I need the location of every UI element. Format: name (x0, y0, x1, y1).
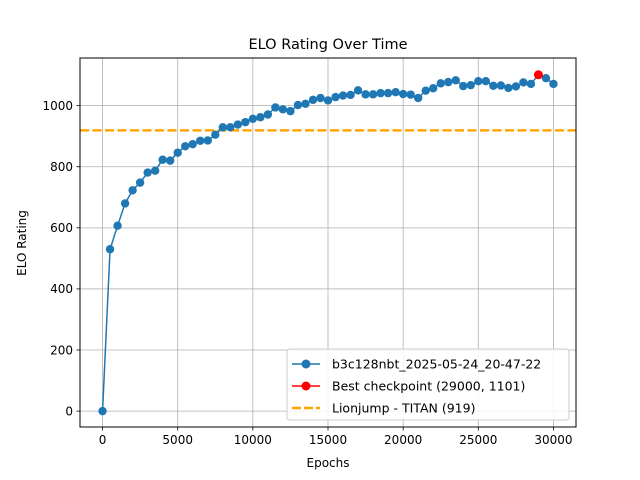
series-point (406, 90, 415, 99)
x-tick-label: 20000 (384, 433, 422, 447)
series-point (286, 106, 295, 116)
y-tick-label: 1000 (42, 99, 73, 113)
x-tick-label: 10000 (234, 433, 272, 447)
series-point (301, 99, 310, 109)
x-tick-label: 15000 (309, 433, 347, 447)
y-axis-label: ELO Rating (15, 210, 29, 276)
series-point (421, 86, 430, 95)
series-point (120, 199, 130, 208)
series-point (466, 80, 475, 90)
series-point (331, 92, 340, 102)
series-point (293, 100, 303, 110)
series-point (323, 96, 333, 105)
series-point (308, 95, 318, 105)
legend: b3c128nbt_2025-05-24_20-47-22 Best check… (286, 348, 570, 421)
series-point (541, 73, 551, 83)
legend-marker-best (301, 381, 311, 391)
legend-label-reference: Lionjump - TITAN (919) (332, 401, 475, 416)
series-point (218, 123, 227, 132)
x-tick-label: 30000 (534, 433, 572, 447)
series-point (368, 90, 378, 99)
series-point (181, 142, 190, 151)
x-tick-label: 0 (99, 433, 107, 447)
chart-title: ELO Rating Over Time (248, 37, 407, 53)
series-point (549, 79, 558, 89)
legend-marker-series (301, 359, 311, 369)
series-point (143, 168, 152, 177)
x-tick-label: 25000 (459, 433, 497, 447)
x-axis-label: Epochs (307, 456, 350, 470)
series-point (128, 186, 137, 195)
series-point (496, 81, 506, 90)
series-point (444, 77, 453, 87)
series-point (451, 76, 460, 85)
x-tick-label: 5000 (162, 433, 193, 447)
series-point (436, 79, 445, 88)
series-point (413, 93, 423, 103)
series-point (391, 88, 400, 97)
series-point (278, 105, 288, 114)
series-point (113, 221, 122, 230)
best-checkpoint-point (533, 70, 543, 80)
legend-label-series: b3c128nbt_2025-05-24_20-47-22 (332, 357, 541, 372)
series-point (98, 406, 107, 416)
series-point (271, 103, 280, 112)
y-tick-label: 400 (50, 282, 73, 296)
y-tick-label: 600 (50, 221, 73, 235)
series-point (233, 120, 243, 129)
series-point (150, 166, 160, 175)
series-point (353, 86, 363, 95)
series-point (459, 81, 468, 91)
y-tick-label: 0 (65, 404, 73, 418)
series-point (429, 84, 438, 93)
series-point (241, 117, 250, 127)
series-point (105, 245, 115, 254)
series-point (256, 113, 265, 122)
series-point (248, 114, 258, 123)
series-point (165, 156, 175, 165)
series-point (226, 123, 235, 132)
series-point (526, 79, 536, 89)
series-point (135, 178, 145, 187)
series-point (173, 148, 182, 157)
series-point (519, 78, 528, 87)
series-point (376, 88, 385, 98)
series-point (211, 130, 220, 139)
series-point (504, 83, 513, 93)
series-point (203, 136, 212, 145)
legend-box (286, 348, 570, 421)
series-point (316, 93, 325, 103)
y-tick-label: 200 (50, 343, 73, 357)
series-point (474, 77, 483, 86)
series-point (511, 82, 521, 91)
series-group (98, 70, 558, 416)
axis-ticks: 0 5000 10000 15000 20000 25000 30000 0 200 400 600… (42, 99, 572, 447)
series-point (158, 155, 167, 164)
series-point (196, 136, 205, 145)
series-point (338, 91, 348, 100)
series-point (361, 90, 370, 99)
series-point (188, 139, 197, 149)
series-point (346, 90, 355, 100)
legend-label-best: Best checkpoint (29000, 1101) (332, 379, 525, 394)
series-point (398, 89, 408, 99)
series-point (481, 77, 491, 86)
series-point (263, 110, 273, 119)
series-point (383, 88, 393, 98)
series-point (489, 81, 498, 90)
y-tick-label: 800 (50, 160, 73, 174)
